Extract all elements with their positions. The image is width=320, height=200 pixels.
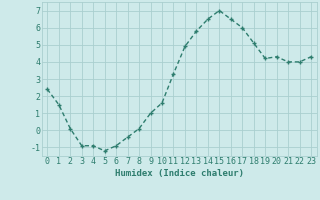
- X-axis label: Humidex (Indice chaleur): Humidex (Indice chaleur): [115, 169, 244, 178]
